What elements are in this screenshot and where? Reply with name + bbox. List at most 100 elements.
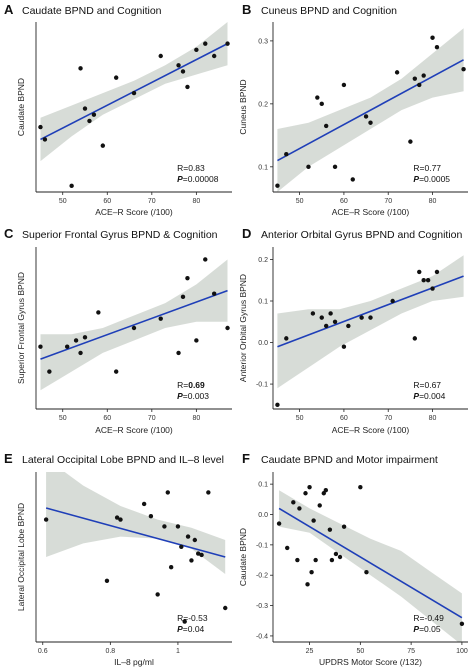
data-point	[412, 76, 418, 81]
p-letter: P	[413, 624, 419, 634]
data-point	[225, 325, 230, 331]
data-point	[394, 70, 400, 75]
p-letter: P	[177, 391, 183, 401]
y-tick-label: 0.0	[258, 512, 268, 519]
panel-letter: E	[4, 451, 13, 466]
x-tick-label: 50	[296, 198, 304, 205]
data-point	[412, 336, 418, 341]
data-point	[390, 298, 395, 304]
p-value-label: P=0.04	[177, 624, 204, 634]
data-point	[223, 605, 228, 611]
data-point	[461, 67, 466, 72]
x-tick-label: 25	[306, 648, 314, 655]
x-axis-label: ACE–R Score (/100)	[332, 425, 410, 435]
y-axis-label: Lateral Occipital Lobe BPND	[16, 503, 26, 611]
data-point	[42, 137, 48, 142]
data-point	[131, 90, 137, 96]
r-value-label: R=0.77	[413, 163, 441, 173]
y-tick-label: -0.3	[256, 603, 268, 610]
r-value-label: R=-0.49	[413, 613, 444, 623]
data-point	[363, 114, 369, 119]
y-tick-label: 0.1	[258, 482, 268, 489]
panel-letter: D	[242, 226, 251, 241]
data-point	[333, 551, 339, 557]
x-axis-label: ACE–R Score (/100)	[95, 207, 173, 217]
data-point	[78, 350, 83, 356]
data-point	[165, 490, 170, 495]
data-point	[114, 515, 120, 520]
data-point	[337, 554, 343, 560]
data-point	[307, 484, 312, 490]
panel-d: 50 60 70 80 -0.1 0.0 0.1 0.2 D Anterior Orbital G…	[238, 226, 468, 435]
data-point	[189, 558, 194, 563]
panel-title: Caudate BPND and Cognition	[22, 5, 162, 17]
panel-e: 0.6 0.8 1 E Lateral Occipital Lobe BPND and …	[4, 451, 232, 667]
data-point	[319, 315, 324, 320]
data-point	[315, 95, 320, 100]
x-tick-label: 75	[407, 648, 415, 655]
data-point	[113, 369, 119, 374]
data-point	[421, 73, 426, 78]
panel-letter: C	[4, 226, 14, 241]
r-value-label: R=-0.53	[177, 613, 208, 623]
data-point	[38, 124, 43, 130]
data-point	[180, 69, 186, 74]
data-point	[275, 402, 280, 408]
data-point	[192, 537, 198, 543]
data-point	[148, 514, 154, 519]
data-point	[96, 310, 101, 315]
data-point	[43, 517, 49, 522]
data-point	[194, 47, 199, 53]
data-point	[185, 534, 191, 539]
data-point	[425, 278, 431, 283]
data-point	[434, 269, 440, 275]
p-letter: P	[413, 174, 419, 184]
data-point	[185, 84, 190, 90]
y-axis-label: Anterior Orbital Gyrus BPND	[238, 274, 248, 382]
data-point	[323, 488, 329, 493]
data-point	[297, 506, 302, 511]
data-point	[309, 569, 314, 575]
data-point	[408, 139, 413, 144]
data-point	[199, 552, 204, 558]
data-point	[82, 106, 88, 111]
data-point	[346, 323, 351, 329]
p-letter: P	[413, 391, 419, 401]
regression-line	[277, 59, 464, 162]
data-point	[91, 112, 97, 117]
data-point	[203, 41, 208, 46]
p-value-number: =0.04	[183, 624, 205, 634]
panel-title: Lateral Occipital Lobe BPND and IL–8 lev…	[22, 454, 224, 466]
y-tick-label: -0.2	[256, 573, 268, 580]
y-tick-label: 0.0	[258, 340, 268, 347]
panel-letter: F	[242, 451, 250, 466]
p-value-number: =0.0005	[419, 174, 450, 184]
x-tick-label: 100	[456, 648, 468, 655]
x-tick-label: 50	[59, 198, 67, 205]
data-point	[100, 143, 106, 148]
p-value-label: P=0.00008	[177, 174, 219, 184]
panel-f: 25 50 75 100 0.1 0.0 -0.1 -0.2 -0.3 -0.4 F Caudate …	[238, 451, 468, 667]
x-tick-label: 70	[384, 198, 392, 205]
data-point	[64, 344, 70, 349]
confidence-band	[279, 490, 462, 642]
data-point	[225, 41, 230, 46]
data-point	[459, 621, 465, 626]
data-point	[168, 565, 174, 570]
data-point	[368, 120, 373, 125]
y-tick-label: 0.1	[258, 299, 268, 306]
data-point	[158, 53, 163, 59]
x-tick-label: 70	[148, 198, 156, 205]
x-tick-label: 0.8	[105, 648, 115, 655]
data-point	[434, 44, 440, 50]
data-point	[341, 344, 347, 349]
data-point	[341, 82, 347, 88]
x-tick-label: 60	[103, 415, 111, 422]
y-tick-label: -0.4	[256, 633, 268, 640]
data-point	[319, 101, 324, 107]
p-value-number: =0.00008	[183, 174, 219, 184]
data-point	[323, 323, 329, 329]
y-axis-label: Caudate BPND	[238, 528, 248, 586]
data-point	[194, 338, 199, 343]
